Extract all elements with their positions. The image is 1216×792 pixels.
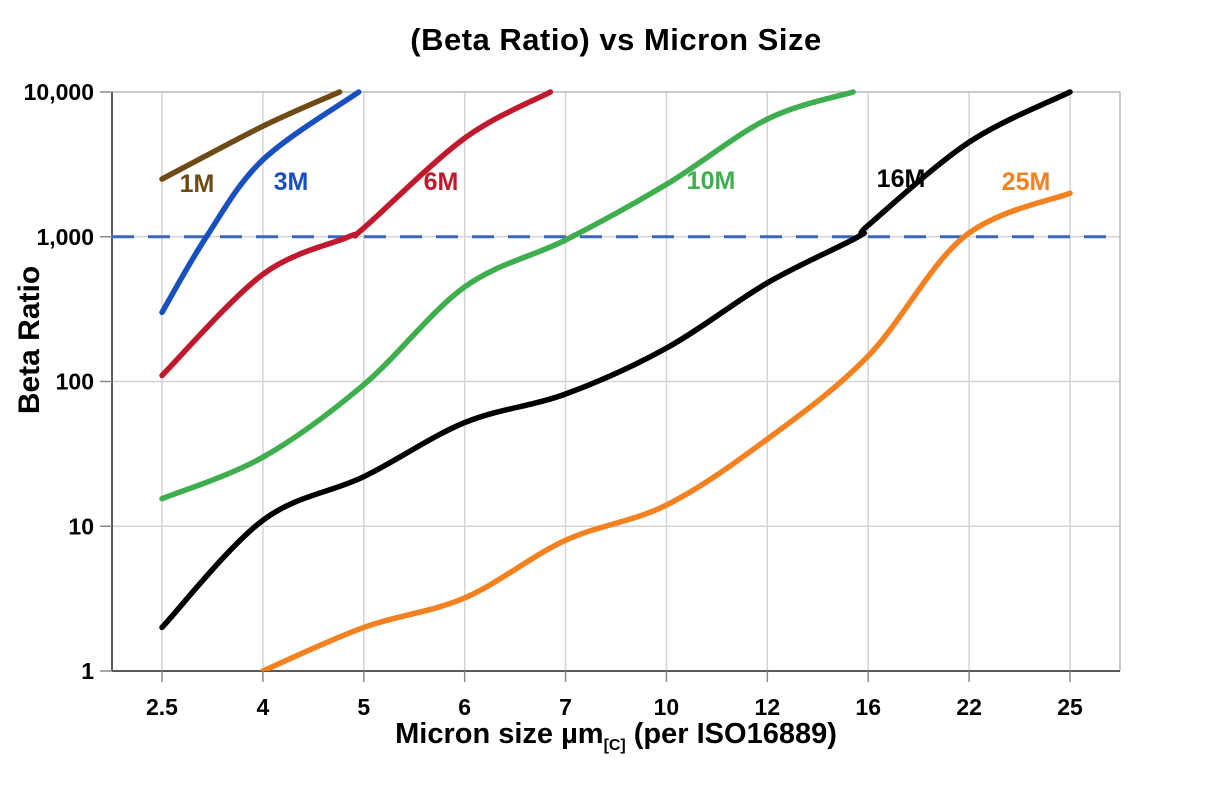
x-axis-title: Micron size µm[C] (per ISO16889) [112, 718, 1120, 755]
x-tick-label-10: 10 [654, 694, 680, 720]
y-tick-label-1: 1 [81, 658, 94, 684]
series-curve-6M [159, 89, 554, 379]
x-axis-title-suffix: (per ISO16889) [625, 718, 837, 750]
series-curve-10M [159, 89, 856, 502]
series-curve-16M [159, 89, 1073, 631]
x-axis-title-prefix: Micron size µm [395, 718, 604, 750]
x-axis-title-subscript: [C] [603, 737, 626, 755]
series-label-25M: 25M [1002, 168, 1051, 196]
series-label-10M: 10M [687, 167, 736, 195]
series-curve-3M [159, 89, 362, 316]
x-tick-label-4: 4 [256, 694, 269, 720]
y-tick-label-10: 10 [68, 513, 94, 539]
y-tick-label-1,000: 1,000 [36, 224, 94, 250]
chart-title: (Beta Ratio) vs Micron Size [410, 22, 822, 57]
x-tick-label-2.5: 2.5 [146, 694, 178, 720]
series-curve-1M [159, 89, 343, 182]
x-tick-label-5: 5 [357, 694, 370, 720]
series-curve-25M [260, 190, 1073, 671]
x-tick-label-16: 16 [855, 694, 881, 720]
x-tick-label-7: 7 [559, 694, 572, 720]
x-tick-label-25: 25 [1057, 694, 1083, 720]
series-label-3M: 3M [274, 168, 309, 196]
y-axis-title: Beta Ratio [13, 265, 46, 415]
y-tick-label-10,000: 10,000 [24, 79, 94, 105]
x-tick-label-22: 22 [956, 694, 982, 720]
x-tick-label-6: 6 [458, 694, 471, 720]
series-label-1M: 1M [180, 170, 215, 198]
x-tick-label-12: 12 [755, 694, 781, 720]
series-label-16M: 16M [877, 165, 926, 193]
series-label-6M: 6M [424, 168, 459, 196]
y-tick-label-100: 100 [56, 369, 94, 395]
